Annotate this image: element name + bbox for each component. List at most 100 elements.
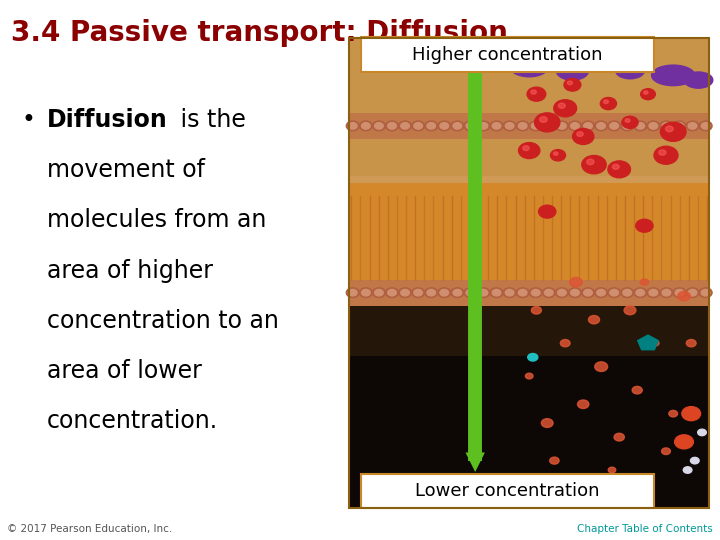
Circle shape xyxy=(572,129,594,144)
Circle shape xyxy=(451,288,464,298)
Circle shape xyxy=(427,289,436,296)
Circle shape xyxy=(608,288,621,298)
Text: 3.4 Passive transport: Diffusion: 3.4 Passive transport: Diffusion xyxy=(11,19,508,47)
Circle shape xyxy=(649,289,657,296)
Circle shape xyxy=(608,121,621,131)
Circle shape xyxy=(359,121,372,131)
Circle shape xyxy=(387,289,396,296)
Circle shape xyxy=(608,467,616,473)
Circle shape xyxy=(675,123,684,129)
Circle shape xyxy=(649,123,657,129)
Circle shape xyxy=(374,289,383,296)
Circle shape xyxy=(527,87,546,101)
Circle shape xyxy=(523,146,529,151)
Circle shape xyxy=(490,121,503,131)
Circle shape xyxy=(698,429,706,436)
Circle shape xyxy=(544,289,553,296)
Circle shape xyxy=(675,435,693,449)
Circle shape xyxy=(361,123,370,129)
Circle shape xyxy=(412,121,425,131)
Circle shape xyxy=(477,121,490,131)
Ellipse shape xyxy=(652,65,695,86)
Circle shape xyxy=(414,289,423,296)
Circle shape xyxy=(699,121,712,131)
Circle shape xyxy=(555,288,568,298)
Circle shape xyxy=(665,126,673,132)
Circle shape xyxy=(673,121,686,131)
FancyBboxPatch shape xyxy=(361,37,654,72)
Text: Chapter Table of Contents: Chapter Table of Contents xyxy=(577,523,713,534)
Circle shape xyxy=(531,307,541,314)
Circle shape xyxy=(701,289,710,296)
Circle shape xyxy=(479,289,487,296)
Circle shape xyxy=(516,121,529,131)
Circle shape xyxy=(505,123,514,129)
Circle shape xyxy=(571,123,580,129)
Circle shape xyxy=(385,288,398,298)
Circle shape xyxy=(440,289,449,296)
Ellipse shape xyxy=(510,55,549,77)
Circle shape xyxy=(634,288,647,298)
Circle shape xyxy=(688,289,697,296)
Circle shape xyxy=(531,90,536,94)
Circle shape xyxy=(361,289,370,296)
Ellipse shape xyxy=(556,61,589,80)
Bar xyxy=(349,280,709,306)
Circle shape xyxy=(387,123,396,129)
Text: area of higher: area of higher xyxy=(47,259,213,282)
Circle shape xyxy=(539,205,556,218)
Circle shape xyxy=(569,288,582,298)
Circle shape xyxy=(539,117,547,123)
Text: concentration to an: concentration to an xyxy=(47,309,279,333)
Circle shape xyxy=(531,289,540,296)
Text: © 2017 Pearson Education, Inc.: © 2017 Pearson Education, Inc. xyxy=(7,523,173,534)
Circle shape xyxy=(634,121,647,131)
Circle shape xyxy=(623,123,631,129)
Circle shape xyxy=(662,448,670,455)
Circle shape xyxy=(412,288,425,298)
Circle shape xyxy=(555,121,568,131)
Circle shape xyxy=(610,289,618,296)
Circle shape xyxy=(425,121,438,131)
Circle shape xyxy=(608,161,631,178)
Ellipse shape xyxy=(616,63,644,79)
Circle shape xyxy=(595,121,608,131)
Circle shape xyxy=(699,288,712,298)
Circle shape xyxy=(636,123,644,129)
Circle shape xyxy=(505,289,514,296)
Circle shape xyxy=(701,123,710,129)
Circle shape xyxy=(686,340,696,347)
Circle shape xyxy=(647,121,660,131)
Circle shape xyxy=(603,100,608,104)
Text: is the: is the xyxy=(173,108,246,132)
Circle shape xyxy=(644,91,648,94)
Circle shape xyxy=(688,123,697,129)
Circle shape xyxy=(558,103,565,108)
Circle shape xyxy=(385,121,398,131)
Circle shape xyxy=(359,288,372,298)
Text: movement of: movement of xyxy=(47,158,204,182)
Circle shape xyxy=(678,292,690,301)
Circle shape xyxy=(399,121,412,131)
Circle shape xyxy=(551,150,565,161)
Circle shape xyxy=(348,289,357,296)
Circle shape xyxy=(557,123,566,129)
Circle shape xyxy=(503,121,516,131)
Circle shape xyxy=(529,121,542,131)
Circle shape xyxy=(662,123,671,129)
Circle shape xyxy=(516,288,529,298)
Circle shape xyxy=(453,289,462,296)
Circle shape xyxy=(662,289,671,296)
Circle shape xyxy=(577,400,589,408)
Circle shape xyxy=(526,373,533,379)
Circle shape xyxy=(567,81,572,85)
Circle shape xyxy=(584,123,593,129)
Text: concentration.: concentration. xyxy=(47,409,218,433)
Circle shape xyxy=(584,289,593,296)
Circle shape xyxy=(438,288,451,298)
Circle shape xyxy=(372,288,385,298)
Circle shape xyxy=(453,123,462,129)
Circle shape xyxy=(451,121,464,131)
Circle shape xyxy=(613,164,619,170)
Circle shape xyxy=(374,123,383,129)
